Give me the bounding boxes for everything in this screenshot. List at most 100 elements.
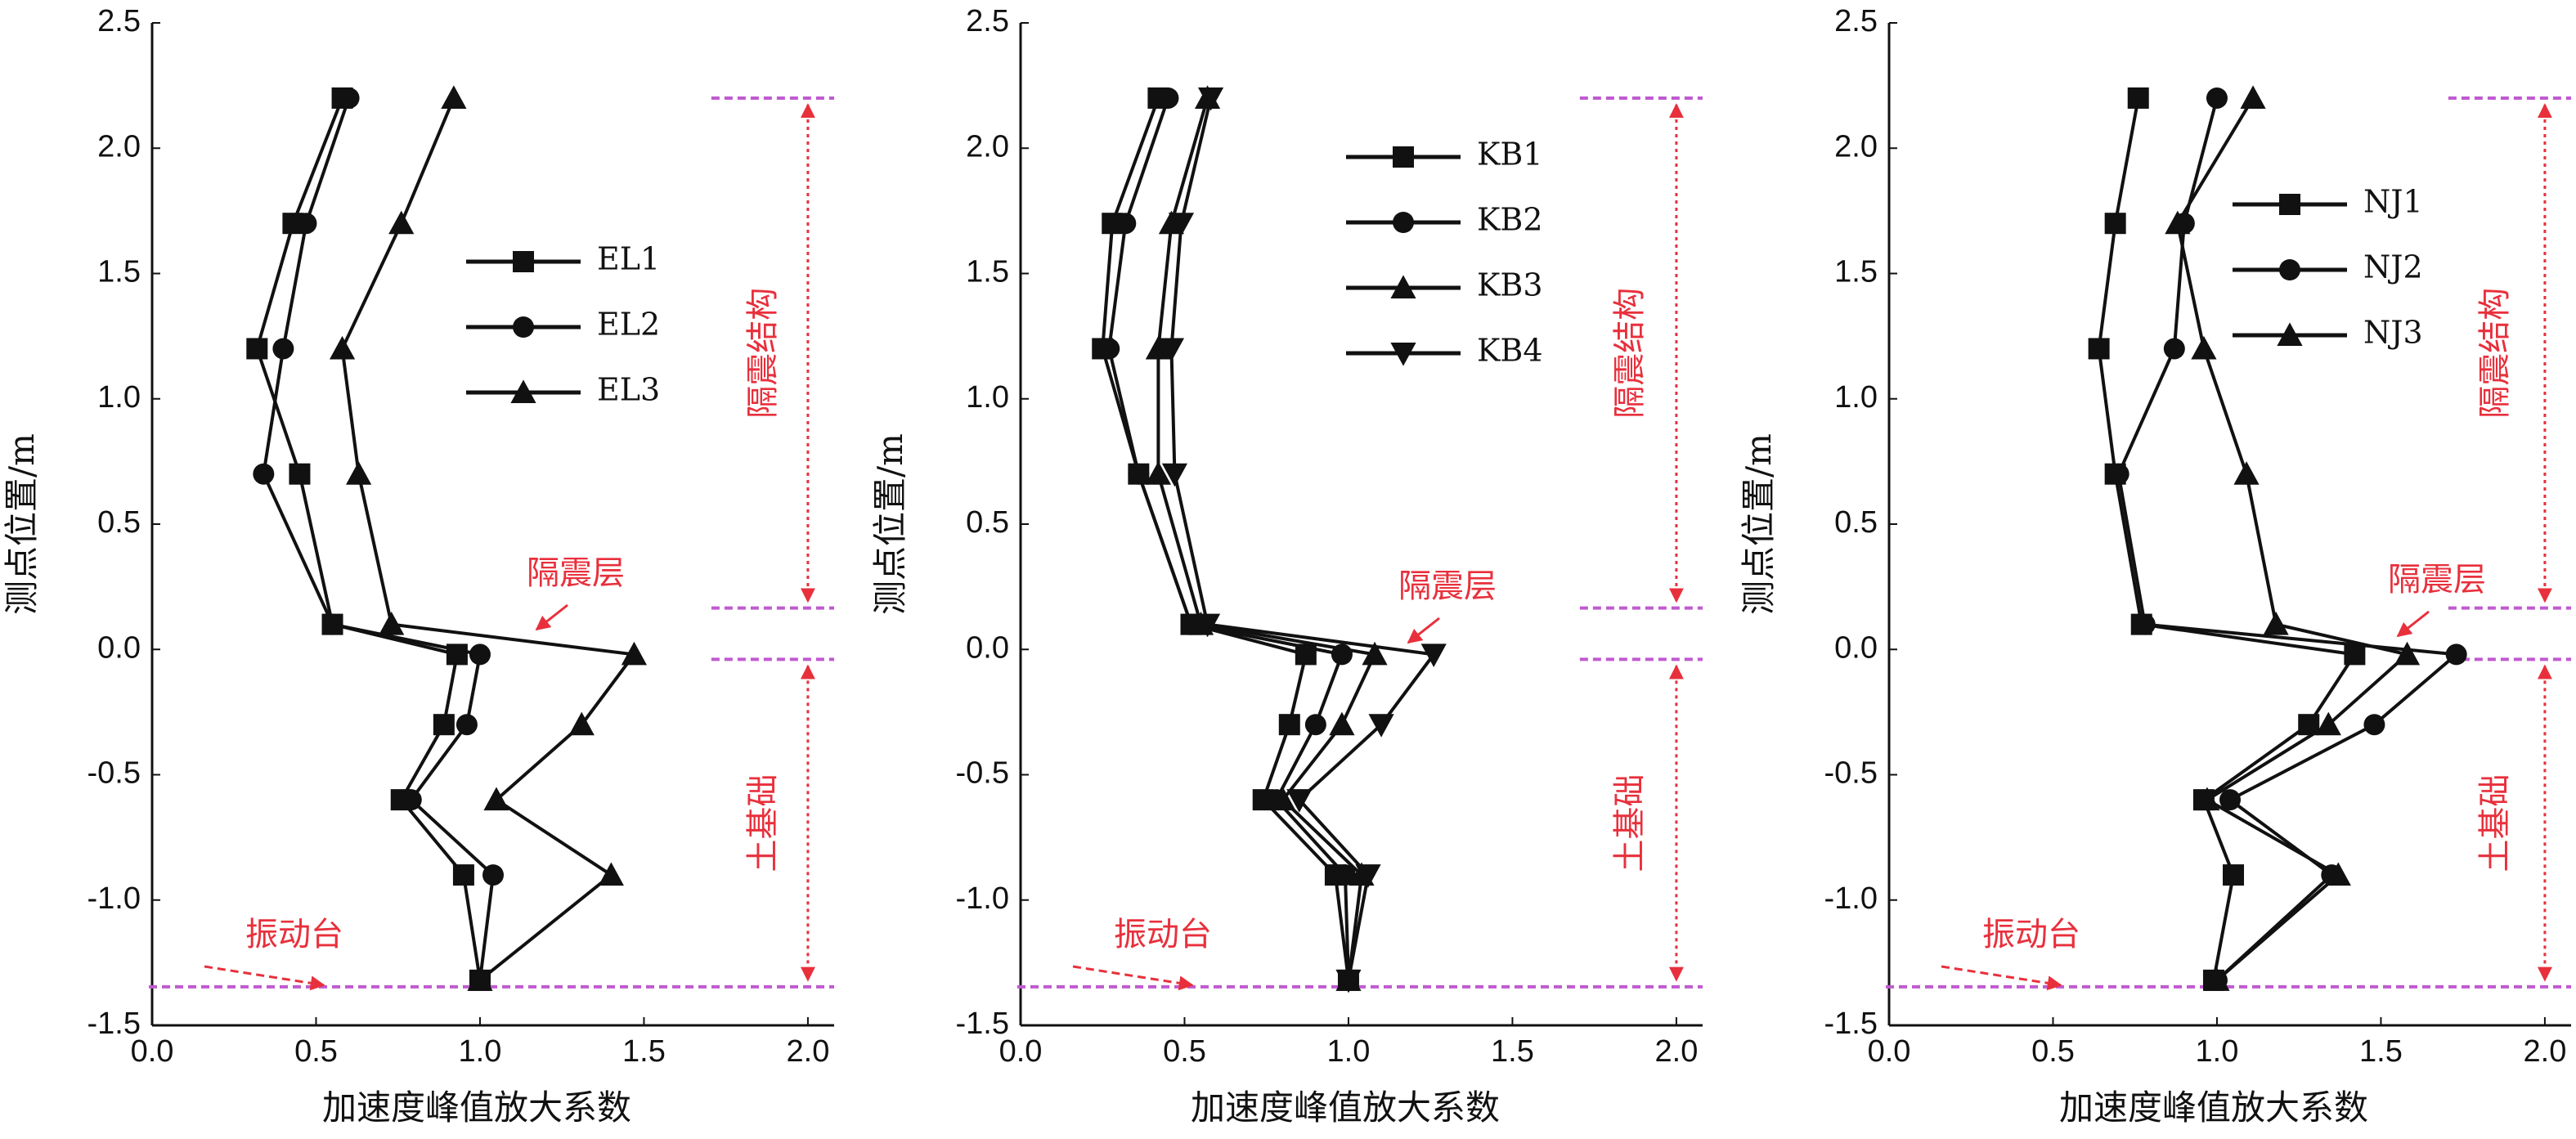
series-line (2116, 97, 2461, 982)
y-tick-label: 0.5 (97, 505, 141, 540)
point (321, 613, 343, 635)
annotation-arrow (1407, 617, 1440, 644)
point (253, 463, 275, 485)
point (433, 714, 455, 736)
legend-label: KB4 (1477, 333, 1543, 369)
series-line (1156, 97, 1377, 981)
point (1286, 789, 1313, 813)
point (1145, 461, 1172, 485)
y-tick-label: 0.0 (966, 630, 1009, 665)
point (1098, 338, 1120, 360)
annotation: 土基础 (2476, 774, 2514, 872)
y-tick-label: 2.5 (1834, 4, 1878, 38)
point (621, 641, 648, 666)
point (1335, 969, 1362, 993)
series-line (340, 97, 638, 982)
point (1334, 864, 1356, 886)
point (1128, 463, 1150, 485)
y-tick-label: 0.0 (1834, 630, 1878, 665)
annotation-arrow (1941, 965, 2062, 991)
point (2088, 338, 2110, 360)
point (338, 87, 360, 109)
legend-label: EL1 (597, 241, 660, 277)
point (482, 864, 504, 886)
annotation-arrow (2396, 610, 2430, 638)
point (469, 643, 491, 666)
point (1115, 213, 1137, 235)
point (1158, 338, 1185, 362)
point (1161, 463, 1188, 487)
point (1329, 711, 1355, 736)
point (400, 789, 422, 811)
point (1168, 213, 1195, 236)
point (2223, 864, 2245, 886)
legend-label: EL3 (597, 372, 660, 408)
y-axis-title: 测点位置/m (870, 433, 910, 615)
point (2204, 967, 2230, 991)
legend-marker (513, 316, 534, 338)
annotation: 隔震层 (2388, 561, 2486, 599)
legend-label: EL2 (597, 307, 660, 343)
y-tick-label: 2.0 (1834, 129, 1878, 164)
point (2127, 87, 2149, 109)
x-tick-label: 1.0 (2196, 1034, 2239, 1069)
annotation: 振动台 (1114, 916, 1212, 953)
point (1270, 787, 1296, 811)
y-tick-label: 2.5 (97, 4, 141, 38)
point (2233, 461, 2260, 485)
y-tick-label: -1.0 (1824, 881, 1878, 916)
point (2344, 643, 2366, 666)
point (1194, 613, 1221, 638)
y-tick-label: 1.5 (966, 255, 1009, 289)
point (2107, 463, 2129, 485)
point (1362, 641, 1388, 666)
legend-marker (1393, 212, 1414, 233)
y-tick-label: 1.5 (1834, 255, 1878, 289)
annotation-arrow (535, 603, 568, 631)
legend-marker (1390, 343, 1416, 366)
legend-marker (513, 251, 534, 272)
y-tick-label: -0.5 (956, 756, 1009, 791)
y-tick-label: -1.5 (956, 1007, 1009, 1041)
point (272, 338, 294, 360)
x-tick-label: 1.0 (1327, 1034, 1371, 1069)
point (2240, 85, 2266, 109)
series-line (2175, 96, 2411, 982)
point (2191, 335, 2217, 360)
legend-marker (510, 379, 536, 403)
point (329, 335, 356, 360)
point (1368, 714, 1394, 738)
x-tick-label: 0.0 (1868, 1034, 1911, 1069)
y-tick-label: 1.0 (966, 380, 1009, 415)
y-tick-label: -1.5 (1824, 1007, 1878, 1041)
y-tick-label: 2.0 (97, 129, 141, 164)
legend-marker (1393, 146, 1414, 168)
annotation: 隔震结构 (1611, 288, 1649, 419)
x-tick-label: 0.5 (1163, 1034, 1206, 1069)
legend-label: NJ2 (2363, 249, 2423, 285)
x-axis-title: 加速度峰值放大系数 (322, 1087, 631, 1128)
point (388, 210, 415, 235)
point (598, 862, 624, 886)
annotation-arrow (1072, 965, 1194, 991)
point (467, 967, 493, 991)
point (2163, 338, 2185, 360)
y-tick-label: -1.0 (956, 881, 1009, 916)
x-tick-label: 0.5 (294, 1034, 338, 1069)
point (2394, 641, 2421, 666)
x-axis-title: 加速度峰值放大系数 (2059, 1087, 2368, 1128)
point (483, 787, 509, 811)
point (2263, 612, 2289, 635)
annotation: 土基础 (1611, 774, 1649, 872)
legend-label: KB2 (1477, 202, 1543, 238)
y-axis-title: 测点位置/m (2, 433, 42, 615)
x-tick-label: 0.0 (999, 1034, 1043, 1069)
point (2165, 210, 2191, 235)
legend-label: NJ3 (2363, 315, 2423, 351)
y-axis-title: 测点位置/m (1739, 433, 1779, 615)
point (1145, 335, 1172, 360)
point (452, 864, 474, 886)
y-tick-label: 2.5 (966, 4, 1009, 38)
